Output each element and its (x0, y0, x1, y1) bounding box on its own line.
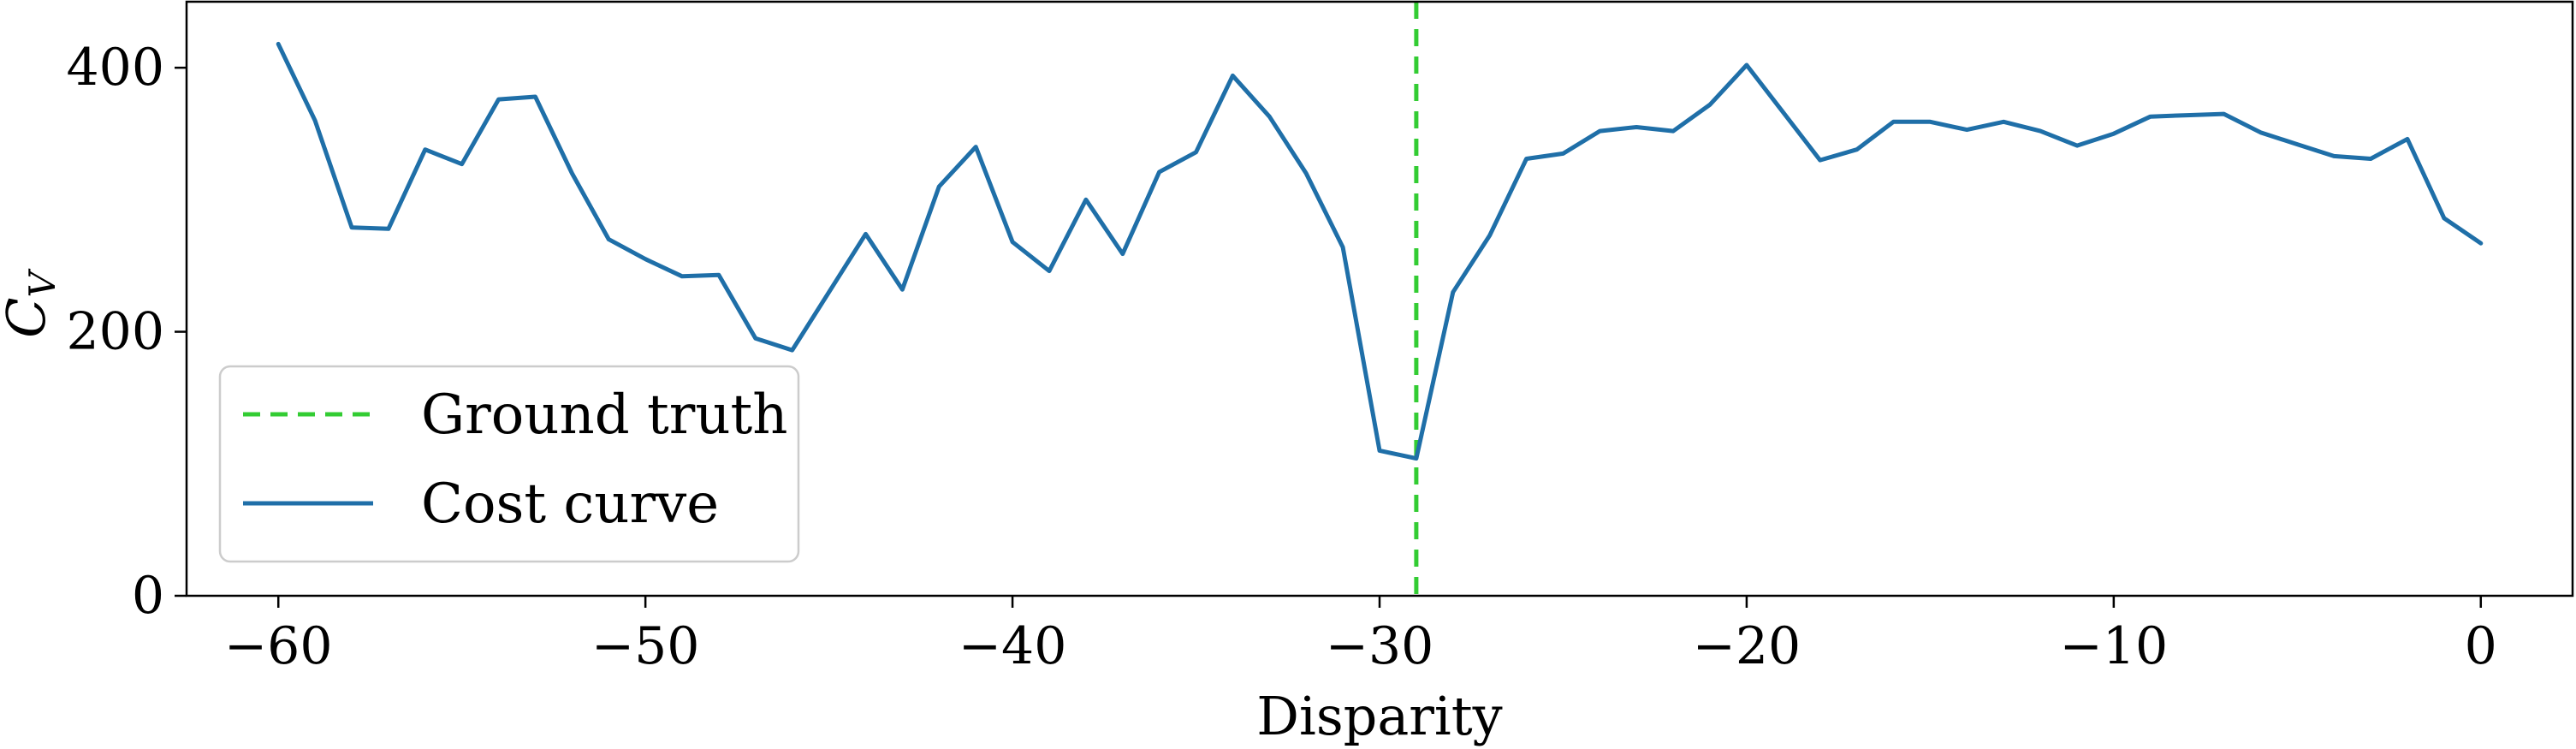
y-axis-label-main: C (0, 297, 57, 337)
x-tick-label: −30 (1326, 616, 1434, 676)
x-tick-label: 0 (2465, 616, 2497, 676)
cost-curve-point (608, 239, 609, 240)
cost-curve-point (1085, 199, 1086, 200)
cost-curve-point (1783, 112, 1784, 113)
cost-curve-point (2334, 156, 2335, 157)
cost-curve-point (498, 99, 499, 100)
cost-curve-point (1636, 127, 1637, 128)
cost-curve-point (2480, 243, 2481, 244)
cost-curve-point (1967, 129, 1968, 130)
x-tick-label: −20 (1693, 616, 1801, 676)
cost-curve-point (1232, 75, 1233, 76)
cost-curve-point (1122, 253, 1123, 254)
x-tick-label: −50 (591, 616, 700, 676)
cost-curve-point (939, 186, 940, 187)
cost-curve-point (2443, 217, 2444, 218)
cost-curve-point (572, 173, 573, 174)
cost-curve-point (1048, 270, 1049, 271)
cost-curve-point (2260, 132, 2261, 133)
cost-curve-point (2297, 144, 2298, 145)
svg-text:CV: CV (0, 268, 63, 337)
cost-curve-point (1819, 160, 1820, 161)
cost-curve-point (1673, 131, 1674, 132)
cost-curve-point (461, 163, 462, 164)
cost-curve-point (718, 275, 719, 276)
cost-curve-point (755, 338, 756, 339)
cost-curve-point (424, 149, 425, 150)
cost-curve-point (1012, 241, 1013, 242)
cost-curve-point (1269, 116, 1270, 117)
x-tick-label: −10 (2060, 616, 2169, 676)
x-tick-label: −60 (224, 616, 333, 676)
cost-curve-point (1563, 153, 1564, 154)
y-axis-label: CV (0, 268, 63, 337)
cost-curve-point (1856, 149, 1857, 150)
cost-curve-point (2040, 131, 2041, 132)
cost-curve-point (828, 292, 829, 293)
cost-curve-point (1526, 158, 1527, 159)
cost-curve-point (902, 289, 903, 290)
cost-curve-point (1746, 65, 1747, 66)
cost-curve-point (865, 234, 866, 235)
cost-curve-point (535, 97, 536, 98)
cost-curve-point (2150, 116, 2151, 117)
cost-curve-point (1306, 173, 1307, 174)
legend-ground-truth-label: Ground truth (421, 383, 787, 447)
y-tick-label: 0 (132, 566, 164, 626)
cost-curve-point (315, 120, 316, 121)
y-axis-ticks: 0 200 400 (66, 38, 187, 626)
cost-curve-point (352, 227, 353, 228)
cost-curve-point (1710, 104, 1711, 105)
legend-cost-curve-label: Cost curve (421, 473, 719, 536)
y-axis-label-subscript: V (21, 268, 63, 297)
y-tick-label: 200 (66, 302, 164, 362)
cost-curve-point (278, 44, 279, 45)
x-axis-ticks: −60 −50 −40 −30 −20 −10 0 (224, 596, 2497, 676)
legend: Ground truth Cost curve (220, 366, 798, 562)
y-tick-label: 400 (66, 38, 164, 98)
x-axis-label: Disparity (1256, 685, 1502, 747)
cost-curve-point (2223, 114, 2224, 115)
cost-curve-point (1159, 171, 1160, 172)
cost-curve-point (1452, 292, 1453, 293)
x-tick-label: −40 (959, 616, 1067, 676)
